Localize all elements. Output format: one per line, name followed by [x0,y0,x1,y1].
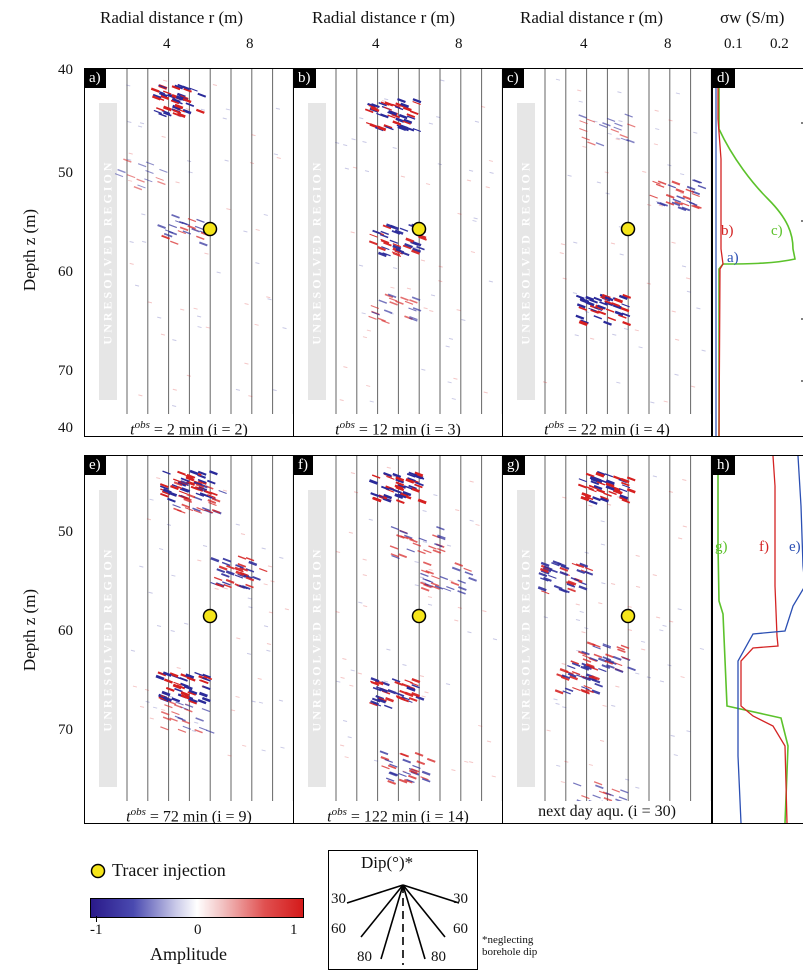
panel-label: g) [503,456,525,475]
unresolved-region: UNRESOLVED REGION [308,490,326,787]
reflection-image [114,69,293,436]
column-header-3: Radial distance r (m) [520,8,664,27]
dip-label-left-60: 60 [331,921,346,937]
dip-label-left-80: 80 [357,949,372,965]
tracer-injection-marker [202,608,218,624]
amp-tick-neg1: -1 [90,922,103,938]
panel-label: a) [85,69,106,88]
tracer-injection-marker [620,221,636,237]
reflection-image [335,456,502,823]
reflection-image [542,69,711,436]
unresolved-region: UNRESOLVED REGION [99,490,117,787]
x-tick-8-col2: 8 [455,36,463,52]
x-tick-8-col1: 8 [246,36,254,52]
tracer-legend-label: Tracer injection [112,860,226,880]
panel-label-h: h) [713,456,735,475]
dip-legend-box: Dip(°)* 30 60 80 30 60 80 [328,850,478,970]
dip-label-right-80: 80 [431,949,446,965]
depth-tick-60-bottom: 60 [58,623,73,639]
dip-label-right-30: 30 [453,891,468,907]
depth-tick-40-bottom: 40 [58,420,73,436]
conductivity-panel-d: d) b) c) a) [712,68,803,437]
tracer-injection-marker [620,608,636,624]
x-tick-4-col1: 4 [163,36,171,52]
unresolved-region: UNRESOLVED REGION [99,103,117,400]
panel-label: f) [294,456,313,475]
tracer-injection-marker [411,221,427,237]
depth-tick-40-top: 40 [58,62,73,78]
panel-caption: tobs = 2 min (i = 2) [85,414,293,436]
gpr-panel-f: UNRESOLVED REGION f) tobs = 122 min (i = 1… [293,455,503,824]
column-header-2: Radial distance r (m) [312,8,456,27]
depth-tick-70-bottom: 70 [58,722,73,738]
depth-tick-60-top: 60 [58,264,73,280]
panel-label-d: d) [713,69,735,88]
panel-caption: tobs = 72 min (i = 9) [85,801,293,823]
gpr-panel-e: UNRESOLVED REGION e) tobs = 72 min (i = 9) [84,455,294,824]
curve-label-a: a) [727,250,739,266]
sigma-tick-0.1: 0.1 [724,36,743,52]
panel-label: b) [294,69,316,88]
dip-title: Dip(°)* [361,853,414,872]
conductivity-panel-h: h) g) f) e) [712,455,803,824]
depth-axis-label-bottom: Depth z (m) [20,588,39,672]
unresolved-region: UNRESOLVED REGION [517,490,535,787]
dip-label-left-30: 30 [331,891,346,907]
curve-label-g: g) [715,539,728,555]
depth-tick-50-bottom: 50 [58,524,73,540]
tracer-injection-marker [411,608,427,624]
conductivity-curves-d [715,69,803,436]
gpr-panel-a: UNRESOLVED REGION a) tobs = 2 min (i = 2) [84,68,294,437]
amplitude-colorbar [90,898,304,918]
panel-label: c) [503,69,524,88]
tracer-legend: Tracer injection [88,860,226,881]
amplitude-label: Amplitude [150,944,227,964]
unresolved-region: UNRESOLVED REGION [517,103,535,400]
depth-tick-70-top: 70 [58,363,73,379]
tracer-marker-icon [90,863,106,878]
curve-e-blue [737,456,803,823]
sigma-header: σw (S/m) [720,8,785,27]
sigma-tick-0.2: 0.2 [770,36,789,52]
column-header-1: Radial distance r (m) [100,8,244,27]
panel-label: e) [85,456,106,475]
gpr-panel-g: UNRESOLVED REGION g) next day aqu. (i = 30… [502,455,712,824]
curve-label-f: f) [759,539,769,555]
curve-label-b: b) [721,223,734,239]
amp-tick-1: 1 [290,922,298,938]
curve-label-c: c) [771,223,783,239]
x-tick-8-col3: 8 [664,36,672,52]
curve-f-red [740,456,788,823]
depth-tick-50-top: 50 [58,165,73,181]
curve-c-green [718,69,796,436]
depth-axis-label-top: Depth z (m) [20,208,39,292]
reflection-image [537,456,711,823]
curve-label-e: e) [789,539,801,555]
conductivity-curves-h [717,456,803,823]
amp-tick-0: 0 [194,922,202,938]
reflection-image [126,456,293,823]
unresolved-region: UNRESOLVED REGION [308,103,326,400]
gpr-panel-b: UNRESOLVED REGION b) tobs = 12 min (i = 3) [293,68,503,437]
x-tick-4-col3: 4 [580,36,588,52]
panel-caption: next day aqu. (i = 30) [503,801,711,823]
x-tick-4-col2: 4 [372,36,380,52]
dip-diagram [346,884,460,965]
dip-footnote: *neglecting borehole dip [482,934,538,958]
curve-b-red [717,69,724,436]
curve-g-green [717,456,789,823]
panel-caption: tobs = 12 min (i = 3) [294,414,502,436]
tracer-injection-marker [202,221,218,237]
gpr-panel-c: UNRESOLVED REGION c) tobs = 22 min (i = 4) [502,68,712,437]
reflection-image [335,69,502,436]
dip-label-right-60: 60 [453,921,468,937]
panel-caption: tobs = 122 min (i = 14) [294,801,502,823]
panel-caption: tobs = 22 min (i = 4) [503,414,711,436]
